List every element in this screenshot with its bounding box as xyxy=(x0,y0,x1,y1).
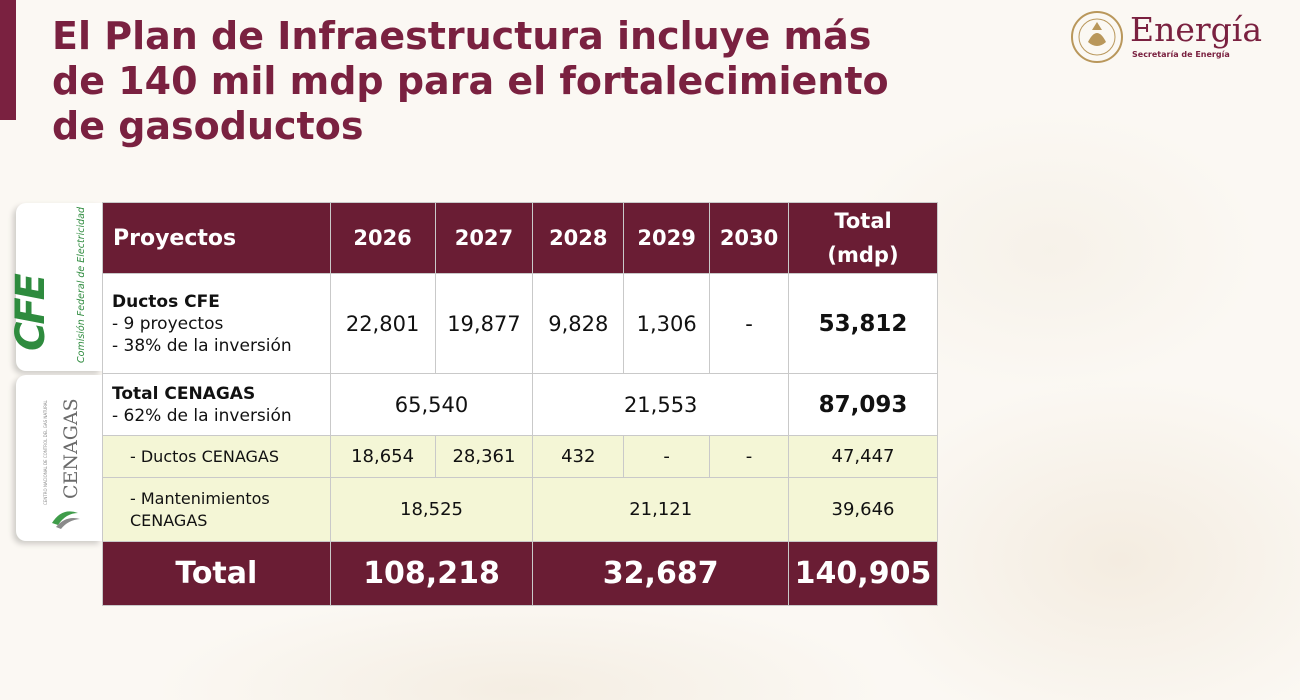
mant-cenagas-total: 39,646 xyxy=(788,477,938,542)
cenagas-logo-small-text: CENTRO NACIONAL DE CONTROL DEL GAS NATUR… xyxy=(43,400,48,505)
ductos-cenagas-2030: - xyxy=(709,435,789,478)
cenagas-logo-card: CENAGAS CENTRO NACIONAL DE CONTROL DEL G… xyxy=(16,375,102,541)
ductos-cenagas-2028: 432 xyxy=(532,435,625,478)
logo-subtitle: Secretaría de Energía xyxy=(1132,50,1230,59)
ductos-cenagas-2027: 28,361 xyxy=(434,435,534,478)
mant-cenagas-label-1: - Mantenimientos xyxy=(130,488,270,508)
header-2026: 2026 xyxy=(329,202,436,274)
cenagas-2026-2027: 65,540 xyxy=(329,373,534,436)
cenagas-detail: - 62% de la inversión xyxy=(112,405,292,426)
coat-of-arms-icon xyxy=(1071,11,1123,63)
total-2026-2027: 108,218 xyxy=(329,541,534,606)
ductos-cenagas-label-cell: - Ductos CENAGAS xyxy=(102,435,331,478)
cfe-2026: 22,801 xyxy=(329,273,436,374)
table-header-row: Proyectos 2026 2027 2028 2029 2030 Total… xyxy=(102,202,938,274)
cfe-2029: 1,306 xyxy=(623,273,711,374)
table-row-total: Total 108,218 32,687 140,905 xyxy=(102,541,938,606)
total-2028-2030: 32,687 xyxy=(532,541,789,606)
table-row-ductos-cenagas: - Ductos CENAGAS 18,654 28,361 432 - - 4… xyxy=(102,435,938,478)
cenagas-label: Total CENAGAS xyxy=(112,383,256,404)
mant-cenagas-2028-2030: 21,121 xyxy=(532,477,789,542)
cfe-logo-card: CFE Comisión Federal de Electricidad xyxy=(8,203,102,371)
logo-name: Energía xyxy=(1130,10,1262,49)
cenagas-swirl-icon xyxy=(52,511,80,529)
cfe-2030: - xyxy=(709,273,789,374)
header-total-line1: Total xyxy=(834,209,892,233)
total-label: Total xyxy=(102,541,331,606)
header-2030: 2030 xyxy=(709,202,789,274)
accent-bar xyxy=(0,0,16,120)
cenagas-label-cell: Total CENAGAS - 62% de la inversión xyxy=(102,373,331,436)
mant-cenagas-label-cell: - Mantenimientos CENAGAS xyxy=(102,477,331,542)
cfe-logo-mark: CFE xyxy=(8,275,54,351)
header-projects: Proyectos xyxy=(102,202,331,274)
table-row-cfe: Ductos CFE - 9 proyectos - 38% de la inv… xyxy=(102,273,938,374)
header-2027: 2027 xyxy=(434,202,534,274)
cfe-total: 53,812 xyxy=(788,273,938,374)
page-title: El Plan de Infraestructura incluye más d… xyxy=(52,14,889,148)
mant-cenagas-label-2: CENAGAS xyxy=(130,510,208,530)
investment-table: Proyectos 2026 2027 2028 2029 2030 Total… xyxy=(102,202,938,606)
mant-cenagas-2026-2027: 18,525 xyxy=(329,477,534,542)
table-row-cenagas-total: Total CENAGAS - 62% de la inversión 65,5… xyxy=(102,373,938,436)
table-row-mantenimientos-cenagas: - Mantenimientos CENAGAS 18,525 21,121 3… xyxy=(102,477,938,542)
cfe-label-cell: Ductos CFE - 9 proyectos - 38% de la inv… xyxy=(102,273,331,374)
header-total: Total (mdp) xyxy=(788,202,938,274)
ductos-cenagas-label: - Ductos CENAGAS xyxy=(130,446,280,466)
cenagas-2028-2030: 21,553 xyxy=(532,373,789,436)
cfe-detail-2: - 38% de la inversión xyxy=(112,335,292,356)
ductos-cenagas-total: 47,447 xyxy=(788,435,938,478)
cfe-2027: 19,877 xyxy=(434,273,534,374)
header-total-line2: (mdp) xyxy=(827,243,899,267)
cfe-label: Ductos CFE xyxy=(112,291,220,312)
header-2028: 2028 xyxy=(532,202,625,274)
cfe-2028: 9,828 xyxy=(532,273,625,374)
ductos-cenagas-2026: 18,654 xyxy=(329,435,436,478)
total-grand: 140,905 xyxy=(788,541,938,606)
header-2029: 2029 xyxy=(623,202,711,274)
cfe-detail-1: - 9 proyectos xyxy=(112,313,224,334)
cfe-logo-text: Comisión Federal de Electricidad xyxy=(76,207,87,363)
ductos-cenagas-2029: - xyxy=(623,435,711,478)
cenagas-total: 87,093 xyxy=(788,373,938,436)
cenagas-logo-mark: CENAGAS xyxy=(60,398,82,499)
energia-logo: Energía Secretaría de Energía xyxy=(1070,10,1280,70)
